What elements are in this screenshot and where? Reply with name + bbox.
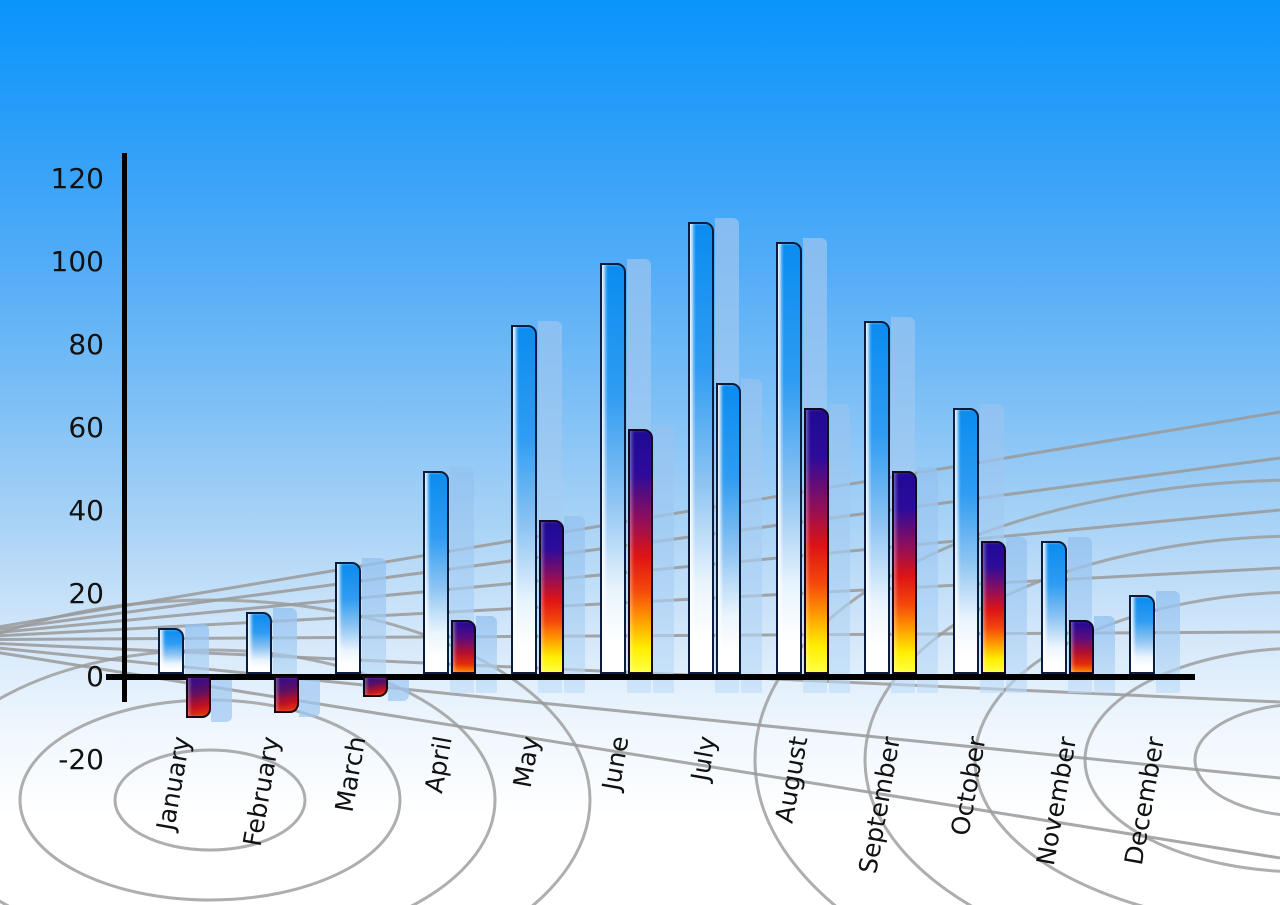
bar-march-primary-shadow <box>361 558 386 693</box>
x-label-november: November <box>1031 734 1082 872</box>
y-tick-60: 60 <box>68 411 104 444</box>
bar-april-primary <box>422 471 449 674</box>
y-tick-100: 100 <box>50 245 104 278</box>
bar-may-secondary-shadow <box>564 516 586 693</box>
x-label-may: May <box>508 734 546 794</box>
bar-november-primary <box>1041 541 1067 674</box>
bar-may-primary <box>511 325 538 674</box>
x-label-text-october: October <box>945 734 992 838</box>
bar-january-secondary <box>186 676 211 718</box>
x-label-april: April <box>419 734 457 799</box>
x-axis-zero-line <box>106 674 1195 680</box>
x-label-june: June <box>596 734 634 796</box>
bar-june-secondary <box>627 429 653 674</box>
x-label-text-february: February <box>237 734 286 849</box>
bar-february-primary <box>246 612 273 674</box>
y-tick-20: 20 <box>68 577 104 610</box>
x-label-september: September <box>854 735 907 880</box>
bar-september-primary <box>864 321 891 674</box>
bar-october-secondary <box>980 541 1006 674</box>
x-label-march: March <box>329 734 371 818</box>
y-tick-40: 40 <box>68 494 104 527</box>
y-tick-120: 120 <box>50 162 104 195</box>
bar-february-secondary-shadow <box>299 674 321 717</box>
bar-april-secondary-shadow <box>475 616 497 693</box>
x-label-august: August <box>770 734 814 830</box>
x-label-text-december: December <box>1119 734 1171 868</box>
x-label-text-august: August <box>769 734 814 826</box>
bar-april-secondary <box>450 620 476 674</box>
x-label-text-september: September <box>853 734 907 876</box>
x-label-text-july: July <box>685 733 722 784</box>
y-tick--20: -20 <box>58 743 104 776</box>
bar-march-secondary <box>362 676 388 697</box>
x-label-text-january: January <box>150 734 197 833</box>
bar-august-primary <box>776 242 803 674</box>
y-axis-line <box>122 153 127 702</box>
bar-november-secondary <box>1069 620 1094 674</box>
bar-october-secondary-shadow <box>1005 537 1027 693</box>
bar-june-secondary-shadow <box>652 425 674 693</box>
y-tick-80: 80 <box>68 328 104 361</box>
bar-may-secondary <box>539 520 565 674</box>
x-label-july: July <box>685 734 721 787</box>
x-label-february: February <box>238 734 286 853</box>
x-label-december: December <box>1119 734 1170 872</box>
x-label-text-may: May <box>507 733 546 790</box>
bar-december-primary <box>1129 595 1156 674</box>
bar-march-secondary-shadow <box>387 674 409 701</box>
bar-july-secondary <box>715 383 741 674</box>
x-label-october: October <box>945 734 991 842</box>
x-label-january: January <box>151 734 196 837</box>
x-label-text-june: June <box>595 733 635 793</box>
bar-august-secondary <box>804 408 830 674</box>
bar-july-primary <box>687 222 714 674</box>
x-label-text-november: November <box>1030 734 1083 868</box>
bar-november-secondary-shadow <box>1094 616 1115 693</box>
bar-july-secondary-shadow <box>740 379 762 693</box>
bar-august-secondary-shadow <box>829 404 851 693</box>
y-tick-0: 0 <box>86 660 104 693</box>
bar-january-primary <box>158 628 184 674</box>
bar-june-primary <box>599 263 626 674</box>
bar-october-primary <box>952 408 979 674</box>
bar-september-secondary <box>892 471 918 674</box>
x-label-text-april: April <box>419 733 458 796</box>
bar-september-secondary-shadow <box>917 467 939 693</box>
bar-february-secondary <box>274 676 300 713</box>
x-label-text-march: March <box>329 734 371 815</box>
bar-march-primary <box>334 562 361 674</box>
bar-january-secondary-shadow <box>211 674 232 722</box>
